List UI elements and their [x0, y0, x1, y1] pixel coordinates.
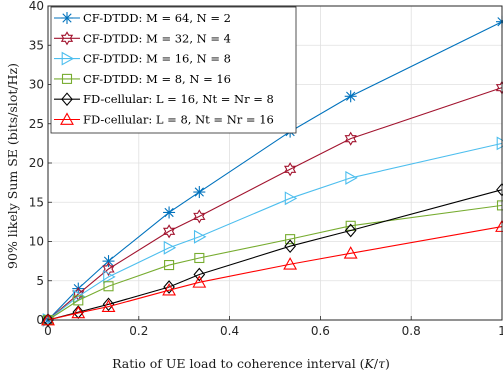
series-marker [283, 162, 297, 177]
legend-item: CF-DTDD: M = 16, N = 8 [54, 52, 231, 66]
legend-item: FD-cellular: L = 8, Nt = Nr = 16 [54, 112, 274, 127]
series-marker [163, 240, 177, 255]
series-marker [193, 186, 206, 199]
series-marker [164, 259, 175, 271]
series-marker [103, 269, 116, 284]
series-marker [194, 252, 205, 264]
legend-label: CF-DTDD: M = 8, N = 16 [83, 72, 231, 86]
y-axis-label: 90% likely Sum SE (bits/slot/Hz) [5, 63, 20, 269]
y-tick-label: 30 [29, 78, 44, 92]
x-tick-label: 0.4 [220, 324, 239, 338]
series-marker [42, 313, 54, 327]
series-3 [42, 136, 503, 327]
series-marker [283, 257, 298, 270]
series-marker [60, 112, 74, 125]
legend-label: CF-DTDD: M = 16, N = 8 [83, 52, 231, 66]
series-marker [103, 281, 114, 292]
x-tick-label: 0.2 [129, 324, 148, 338]
series-line [47, 189, 503, 321]
legend-item: CF-DTDD: M = 32, N = 4 [54, 31, 231, 46]
y-tick-label: 5 [36, 274, 44, 288]
x-tick-label: 0.6 [311, 324, 330, 338]
series-marker [345, 170, 358, 185]
series-marker [163, 280, 175, 294]
legend-label: CF-DTDD: M = 64, N = 2 [83, 11, 231, 25]
series-marker [61, 12, 73, 24]
series-marker [285, 234, 296, 245]
series-marker [61, 73, 73, 84]
series-line [47, 21, 503, 321]
legend: CF-DTDD: M = 64, N = 2 CF-DTDD: M = 32, N… [50, 6, 297, 134]
series-marker [193, 267, 206, 282]
legend-item: CF-DTDD: M = 64, N = 2 [54, 11, 231, 25]
y-tick-label: 40 [29, 0, 44, 13]
y-tick-label: 20 [29, 156, 44, 170]
legend-label: CF-DTDD: M = 32, N = 4 [83, 31, 231, 45]
series-marker [162, 224, 176, 239]
series-marker [73, 295, 84, 306]
series-marker [102, 255, 115, 268]
legend-label: FD-cellular: L = 8, Nt = Nr = 16 [83, 113, 274, 127]
series-4 [42, 200, 503, 326]
series-marker [192, 275, 207, 288]
legend-box [50, 6, 297, 134]
series-line [47, 142, 503, 321]
series-marker [101, 299, 116, 313]
legend-label: FD-cellular: L = 16, Nt = Nr = 8 [83, 92, 274, 106]
x-tick-label: 1 [498, 324, 503, 338]
series-marker [343, 246, 358, 259]
y-tick-label: 35 [29, 38, 44, 52]
legend-item: FD-cellular: L = 16, Nt = Nr = 8 [54, 92, 274, 106]
x-axis-label: Ratio of UE load to coherence interval (… [112, 356, 390, 371]
y-tick-label: 15 [29, 195, 44, 209]
series-marker [344, 131, 357, 146]
series-marker [163, 206, 176, 219]
series-marker [193, 229, 207, 244]
series-marker [102, 261, 115, 277]
series-marker [60, 31, 74, 46]
y-tick-label: 10 [29, 235, 44, 249]
series-marker [284, 191, 298, 206]
series-marker [162, 283, 177, 296]
series-marker [344, 90, 357, 103]
y-tick-label: 0 [36, 313, 44, 327]
series-marker [193, 209, 206, 224]
x-tick-label: 0 [44, 324, 52, 338]
y-tick-label: 25 [29, 117, 44, 131]
series-layer [41, 15, 503, 328]
series-marker [71, 305, 86, 319]
series-6 [41, 219, 503, 326]
series-marker [61, 51, 75, 66]
series-line [47, 87, 503, 321]
legend-item: CF-DTDD: M = 8, N = 16 [54, 72, 231, 86]
series-marker [284, 239, 296, 254]
series-marker [102, 297, 115, 312]
series-line [47, 226, 503, 321]
series-line [47, 204, 503, 321]
x-tick-label: 0.8 [402, 324, 421, 338]
series-marker [61, 92, 73, 107]
series-marker [344, 223, 357, 238]
series-marker [41, 312, 55, 326]
